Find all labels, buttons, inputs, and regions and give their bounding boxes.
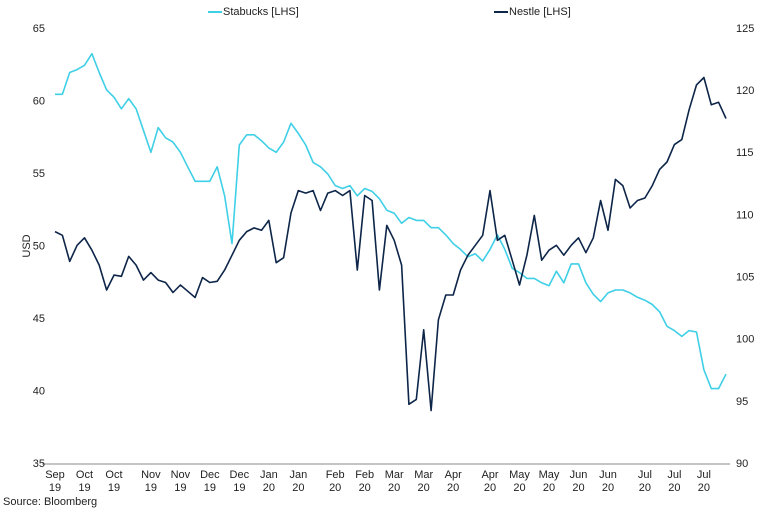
y-tick-label: 65 (33, 23, 45, 35)
y2-tick-label: 105 (736, 271, 754, 283)
x-tick-label: Nov 19 (141, 469, 161, 494)
x-tick-label: Apr 20 (444, 469, 462, 494)
series-line (55, 52, 727, 390)
x-tick-label: Dec 19 (200, 469, 220, 494)
x-tick-label: Sep 19 (45, 469, 65, 494)
x-tick-label: Oct 19 (75, 469, 94, 494)
y-tick-label: 60 (33, 95, 45, 107)
y-tick-label: 50 (33, 240, 45, 252)
x-tick-label: Jul 20 (667, 469, 682, 494)
y2-tick-label: 100 (736, 334, 754, 346)
x-tick-label: Jun 20 (599, 469, 617, 494)
y2-tick-label: 115 (736, 147, 754, 159)
legend-label: Nestle [LHS] (509, 6, 571, 18)
x-tick-label: Jan 20 (259, 469, 278, 494)
legend-label: Stabucks [LHS] (223, 6, 299, 18)
x-tick-label: Mar 20 (384, 469, 404, 494)
x-tick-label: Feb 20 (355, 469, 375, 494)
y-axis-title: USD (21, 234, 33, 257)
x-tick-label: Jul 20 (696, 469, 711, 494)
x-tick-label: Oct 19 (105, 469, 123, 494)
x-tick-label: Jun 20 (569, 469, 588, 494)
y-tick-label: 40 (33, 385, 45, 397)
y-tick-label: 55 (33, 168, 45, 180)
y-tick-label: 45 (33, 313, 45, 325)
x-tick-label: Nov 19 (170, 469, 191, 494)
x-tick-label: Mar 20 (414, 469, 434, 494)
x-tick-label: May 20 (538, 469, 560, 494)
x-tick-label: Dec 19 (229, 469, 250, 494)
x-tick-label: May 20 (509, 469, 530, 494)
x-tick-label: Apr 20 (481, 469, 499, 494)
y2-tick-label: 90 (736, 458, 748, 470)
x-tick-label: Jan 20 (289, 469, 308, 494)
x-tick-label: Jul 20 (637, 469, 652, 494)
source: Source: Bloomberg (3, 496, 97, 508)
y2-tick-label: 110 (736, 209, 754, 221)
y2-tick-label: 120 (736, 85, 754, 97)
x-tick-label: Feb 20 (325, 469, 345, 494)
y2-tick-label: 125 (736, 23, 754, 35)
y-tick-label: 35 (33, 458, 45, 470)
y2-tick-label: 95 (736, 396, 748, 408)
series-line (54, 76, 727, 412)
